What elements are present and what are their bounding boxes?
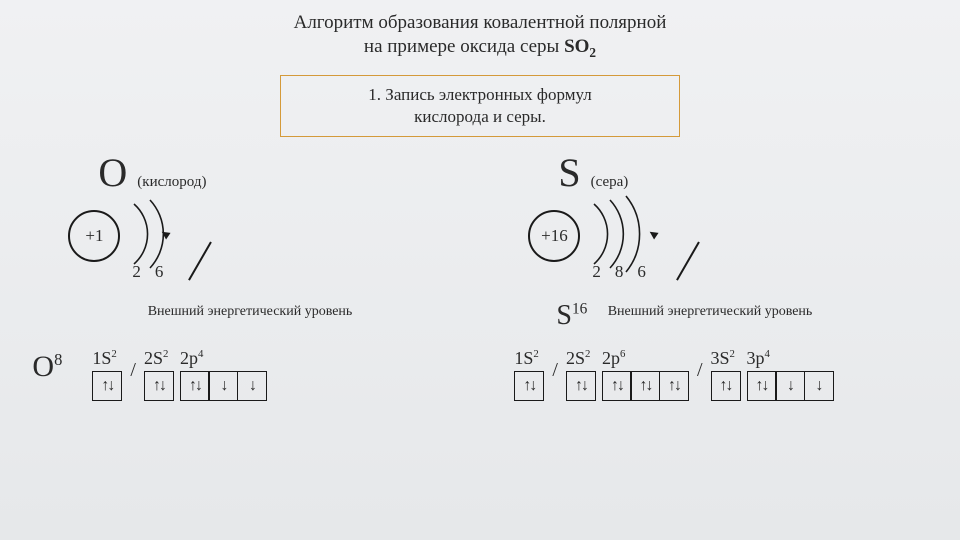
sulfur-shell-1: 2 [592,262,601,282]
sulfur-shell-2: 8 [615,262,624,282]
orbital-slash: / [128,359,138,390]
orbital-box: ↓ [804,371,834,401]
oxygen-formula-label: O8 [32,350,62,384]
sulfur-shell-3: 6 [637,262,646,282]
title-block: Алгоритм образования ковалентной полярно… [0,0,960,61]
orbital-box: ↑↓ [747,371,777,401]
orbital-boxes: ↑↓ [514,371,544,401]
oxygen-symbol: O [98,149,127,196]
sulfur-block: S (сера) +16 2 8 6 Внешний энергетически… [498,149,921,320]
formula-so2: SO2 [564,36,596,57]
orbital-label: 2p4 [180,348,203,369]
sulfur-symbol: S [558,149,580,196]
title-line1: Алгоритм образования ковалентной полярно… [0,12,960,34]
orbital-group: 3S2↑↓ [711,348,741,401]
orbital-box: ↓ [208,371,238,401]
orbital-boxes: ↑↓↑↓↑↓ [602,371,689,401]
sulfur-name: (сера) [591,174,629,191]
step-line2: кислорода и серы. [293,106,667,128]
oxygen-name: (кислород) [137,174,206,191]
orbital-box: ↑↓ [630,371,660,401]
oxygen-shell-2: 6 [155,262,164,282]
orbital-box: ↓ [775,371,805,401]
oxygen-orbitals: 1S2↑↓/2S2↑↓2p4↑↓↓↓ [38,326,461,401]
orbital-label: 3S2 [711,348,735,369]
orbital-group: 2S2↑↓ [566,348,596,401]
oxygen-shell-1: 2 [132,262,141,282]
orbital-box: ↑↓ [92,371,122,401]
oxygen-diagram: +1 2 6 Внешний энергетический уровень [38,200,461,320]
orbital-boxes: ↑↓↓↓ [747,371,834,401]
orbital-boxes: ↑↓ [92,371,122,401]
sulfur-shell-numbers: 2 8 6 [592,262,646,282]
sulfur-orbitals: 1S2↑↓/2S2↑↓2p6↑↓↑↓↑↓/3S2↑↓3p4↑↓↓↓ [498,326,921,401]
orbital-slash: / [695,359,705,390]
step-box: 1. Запись электронных формул кислорода и… [280,75,680,137]
sulfur-config: S16 1S2↑↓/2S2↑↓2p6↑↓↑↓↑↓/3S2↑↓3p4↑↓↓↓ [498,326,921,401]
orbital-box: ↑↓ [566,371,596,401]
orbital-boxes: ↑↓ [711,371,741,401]
orbital-boxes: ↑↓↓↓ [180,371,267,401]
orbital-box: ↑↓ [711,371,741,401]
orbital-box: ↑↓ [180,371,210,401]
atoms-row: O (кислород) +1 2 6 Внешний энергетическ… [0,149,960,320]
oxygen-caption: Внешний энергетический уровень [38,304,461,320]
orbital-label: 1S2 [514,348,538,369]
orbital-group: 2p4↑↓↓↓ [180,348,267,401]
sulfur-formula-label: S16 [556,300,587,332]
title-line2: на примере оксида серы SO2 [0,36,960,61]
orbital-label: 3p4 [747,348,770,369]
oxygen-config: O8 1S2↑↓/2S2↑↓2p4↑↓↓↓ [38,326,461,401]
orbital-box: ↓ [237,371,267,401]
oxygen-nucleus: +1 [68,210,120,262]
orbital-group: 2S2↑↓ [144,348,174,401]
orbital-box: ↑↓ [602,371,632,401]
step-line1: 1. Запись электронных формул [293,84,667,106]
orbital-boxes: ↑↓ [144,371,174,401]
oxygen-header: O (кислород) [38,149,461,196]
oxygen-shell-numbers: 2 6 [132,262,163,282]
orbital-label: 2S2 [144,348,168,369]
orbital-boxes: ↑↓ [566,371,596,401]
orbital-label: 2p6 [602,348,625,369]
orbital-box: ↑↓ [514,371,544,401]
orbital-group: 3p4↑↓↓↓ [747,348,834,401]
sulfur-nucleus: +16 [528,210,580,262]
orbital-group: 2p6↑↓↑↓↑↓ [602,348,689,401]
oxygen-block: O (кислород) +1 2 6 Внешний энергетическ… [38,149,461,320]
orbital-box: ↑↓ [659,371,689,401]
orbital-group: 1S2↑↓ [92,348,122,401]
sulfur-header: S (сера) [498,149,921,196]
orbital-label: 1S2 [92,348,116,369]
orbital-group: 1S2↑↓ [514,348,544,401]
orbital-box: ↑↓ [144,371,174,401]
orbital-slash: / [550,359,560,390]
configs-row: O8 1S2↑↓/2S2↑↓2p4↑↓↓↓ S16 1S2↑↓/2S2↑↓2p6… [0,326,960,401]
title-line2-pre: на примере оксида серы [364,36,564,57]
orbital-label: 2S2 [566,348,590,369]
